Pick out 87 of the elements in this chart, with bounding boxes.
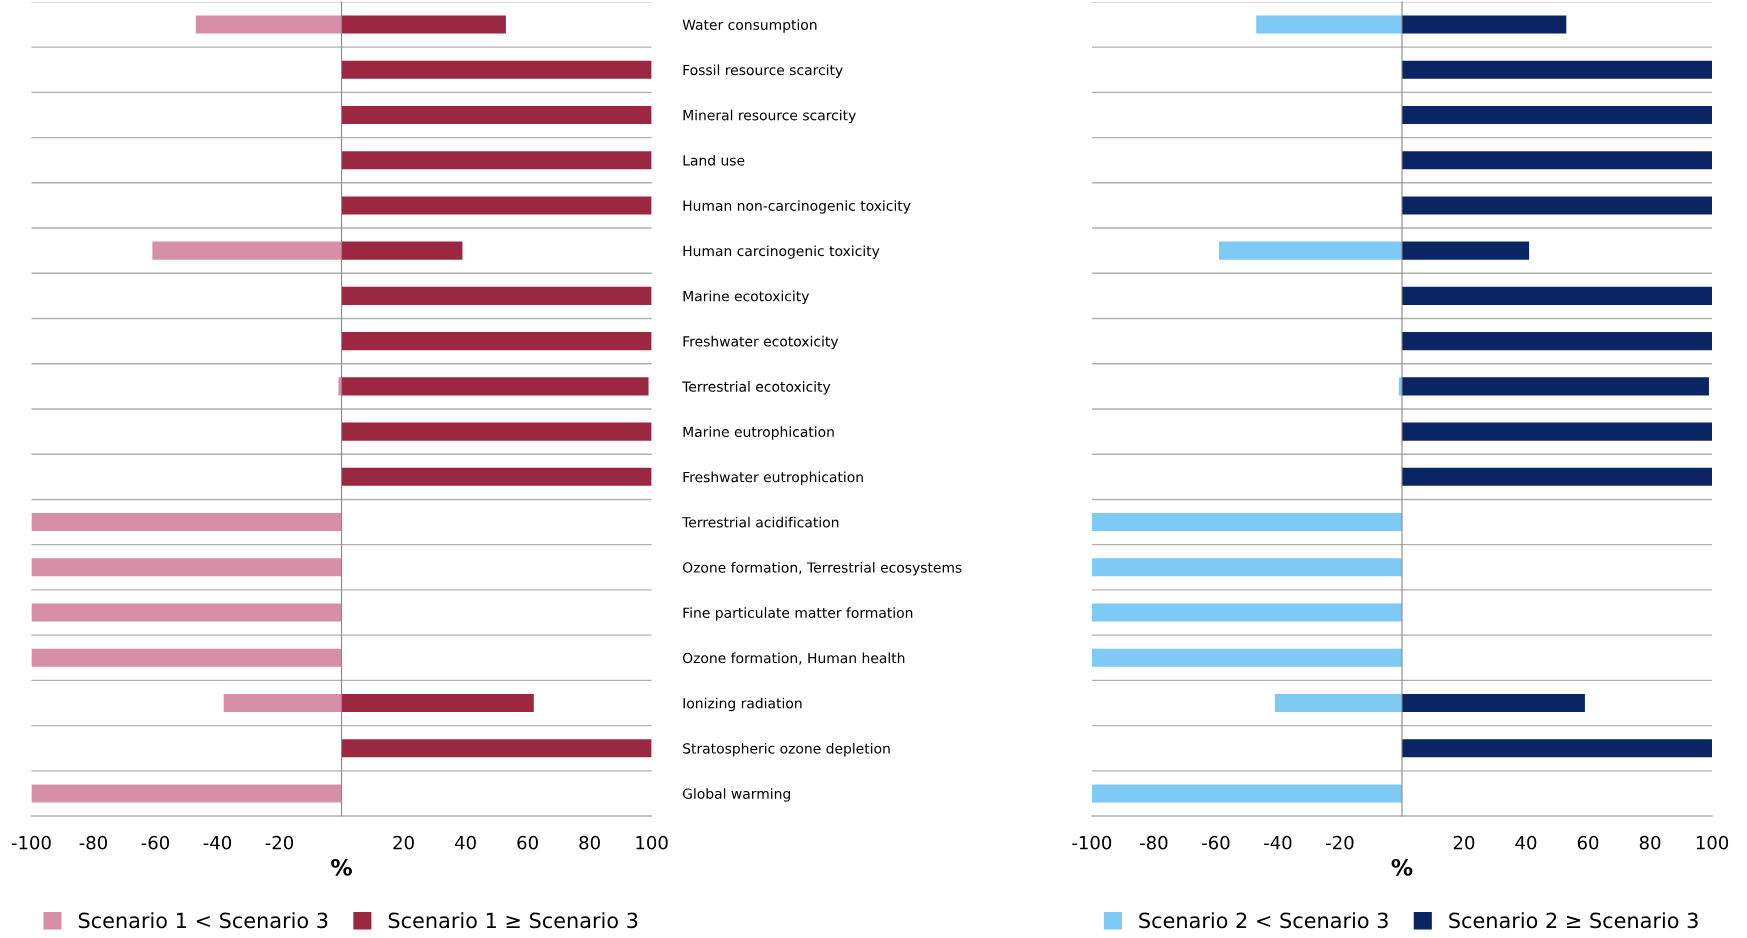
y-tick-label: Marine eutrophication [683, 426, 834, 440]
bar [31, 784, 342, 803]
bar [1091, 603, 1402, 622]
x-tick-label: -20 [1326, 835, 1354, 850]
bar [31, 513, 342, 532]
x-tick-label: 100 [1696, 835, 1729, 850]
x-tick-label: -60 [141, 835, 170, 850]
y-tick-label: Human non-carcinogenic toxicity [683, 200, 911, 214]
x-tick-label: -100 [11, 835, 51, 850]
legend-label: Scenario 1 < Scenario 3 [78, 912, 328, 929]
bar [31, 603, 342, 622]
bar [1401, 241, 1530, 260]
x-tick-label: 60 [1577, 835, 1599, 850]
y-tick-label: Ozone formation, Terrestrial ecosystems [682, 562, 962, 576]
bar [195, 15, 342, 34]
bar [341, 241, 463, 260]
y-tick-label: Human carcinogenic toxicity [683, 245, 880, 259]
bar [341, 15, 506, 34]
bar [341, 467, 652, 486]
bar [1401, 286, 1713, 305]
y-tick-label: Global warming [682, 788, 790, 802]
y-tick-label: Freshwater ecotoxicity [683, 335, 839, 350]
bar [1274, 693, 1402, 713]
bar [341, 286, 652, 305]
bar [1401, 377, 1709, 396]
bar [1401, 151, 1713, 170]
bar [1219, 241, 1402, 260]
bar [341, 105, 652, 124]
x-tick-label: -80 [79, 835, 108, 850]
bar [31, 558, 342, 577]
x-tick-label: -40 [1264, 835, 1292, 850]
x-tick-label: -40 [203, 835, 232, 850]
y-tick-label: Terrestrial ecotoxicity [682, 381, 831, 395]
bar [1091, 648, 1402, 667]
bar [341, 739, 652, 758]
x-axis-title: % [1391, 858, 1413, 876]
x-tick-label: -60 [1202, 835, 1230, 850]
bar [341, 332, 652, 351]
x-tick-label: 60 [517, 835, 538, 850]
bar [341, 60, 652, 79]
y-tick-label: Marine ecotoxicity [683, 290, 810, 305]
bar [1401, 739, 1713, 758]
bar [1401, 105, 1713, 124]
bar [1401, 467, 1713, 486]
bar [341, 693, 534, 713]
y-tick-label: Mineral resource scarcity [683, 109, 856, 124]
bar [341, 422, 652, 441]
x-tick-label: 40 [1515, 835, 1537, 850]
y-tick-label: Fine particulate matter formation [683, 607, 913, 621]
y-tick-label: Ionizing radiation [683, 697, 802, 712]
y-tick-label: Terrestrial acidification [682, 516, 839, 528]
x-tick-label: 20 [1453, 835, 1475, 850]
bar [1256, 15, 1402, 34]
y-tick-label: Fossil resource scarcity [683, 64, 843, 78]
bar [1401, 693, 1585, 713]
legend-label: Scenario 1 ≥ Scenario 3 [388, 912, 638, 929]
y-tick-label: Land use [683, 154, 745, 166]
x-tick-label: -20 [265, 835, 294, 850]
bar [341, 377, 649, 396]
x-axis-title: % [331, 858, 352, 876]
x-tick-label: -80 [1140, 835, 1168, 850]
x-tick-label: -100 [1072, 835, 1112, 850]
y-tick-label: Stratospheric ozone depletion [683, 742, 890, 757]
bar [1401, 60, 1713, 79]
bar [341, 151, 652, 170]
bar [223, 693, 342, 713]
bar [1091, 558, 1402, 577]
bar [1091, 513, 1402, 532]
bar [341, 196, 652, 215]
bar [1091, 784, 1402, 803]
bar [1401, 15, 1567, 34]
x-tick-label: 80 [579, 835, 600, 850]
bar [1401, 196, 1713, 215]
y-tick-label: Ozone formation, Human health [682, 652, 905, 665]
bar [1401, 332, 1713, 351]
bar [152, 241, 342, 260]
bar [1401, 422, 1713, 441]
legend-label: Scenario 2 ≥ Scenario 3 [1449, 912, 1698, 929]
x-tick-label: 20 [393, 835, 414, 850]
y-tick-label: Water consumption [682, 19, 817, 33]
bar [338, 377, 342, 396]
x-tick-label: 80 [1639, 835, 1661, 850]
x-tick-label: 40 [454, 835, 476, 850]
x-tick-label: 100 [636, 835, 668, 850]
legend-label: Scenario 2 < Scenario 3 [1139, 912, 1388, 929]
bar [31, 648, 342, 667]
y-tick-label: Freshwater eutrophication [683, 471, 863, 485]
